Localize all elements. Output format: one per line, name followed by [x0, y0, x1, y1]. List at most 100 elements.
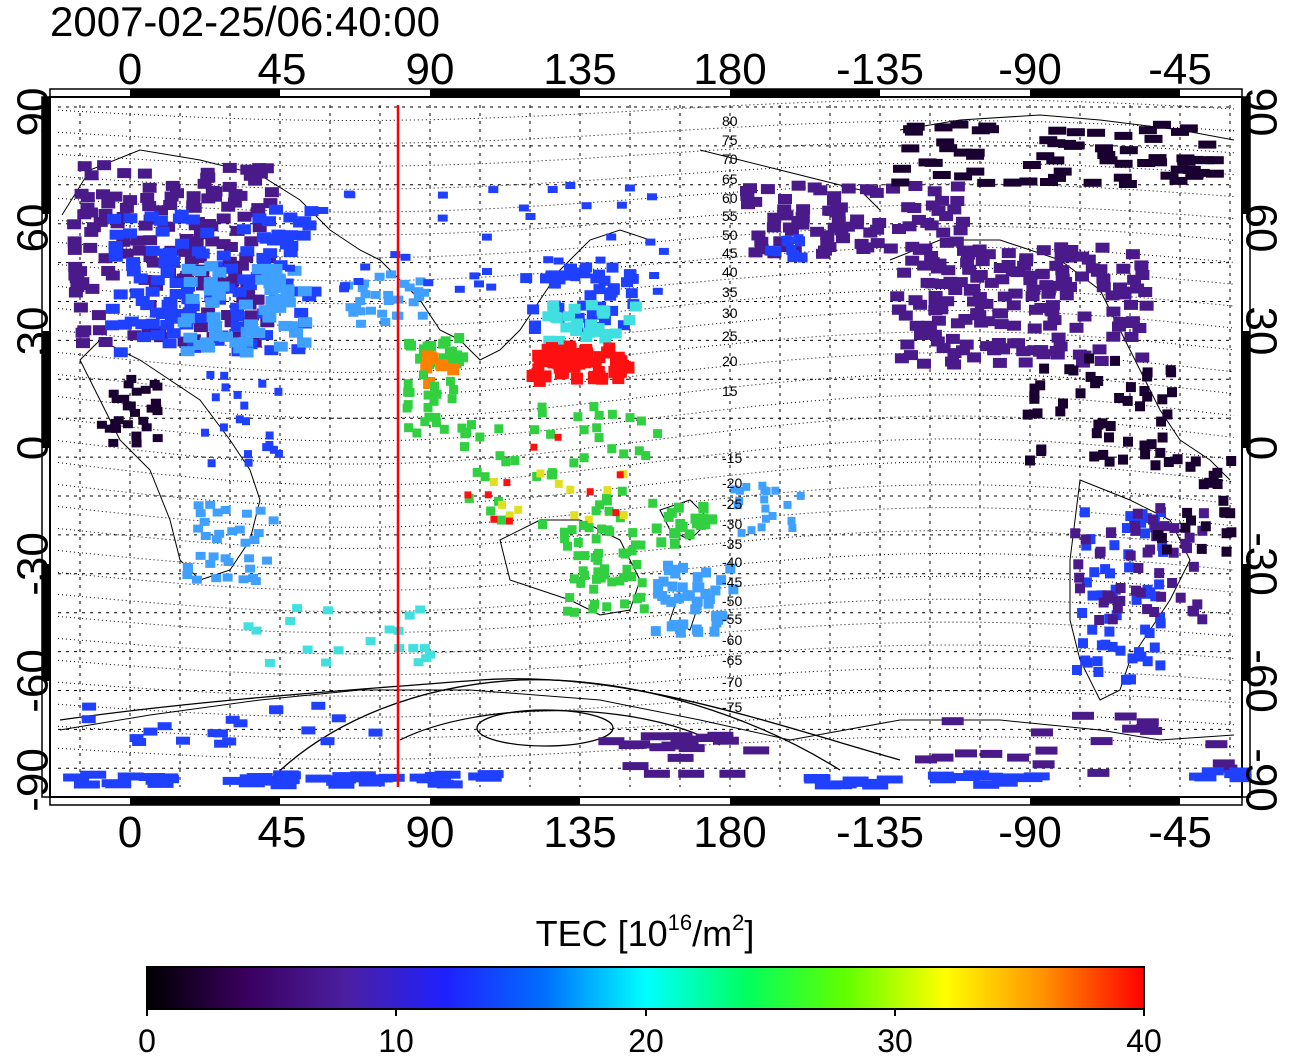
tec-cell: [216, 239, 231, 250]
tec-cell: [567, 263, 577, 271]
tec-cell: [1131, 585, 1141, 596]
tec-cell: [950, 120, 969, 129]
tec-cell: [629, 301, 642, 312]
tec-cell: [602, 602, 612, 612]
colorbar-tick-label: 10: [378, 1023, 414, 1057]
tec-cell: [205, 500, 216, 509]
tec-cell: [92, 325, 107, 336]
tec-cell: [636, 416, 646, 426]
border-segment: [1242, 564, 1250, 681]
tec-cell: [1200, 521, 1211, 532]
tec-cell: [357, 284, 368, 293]
tec-cell: [554, 433, 562, 441]
tec-cell: [1125, 550, 1136, 561]
tec-cell: [1175, 592, 1186, 603]
tec-cell: [205, 559, 216, 568]
contour-ellipse: [476, 709, 614, 747]
tec-cell: [366, 306, 376, 315]
tec-cell: [284, 240, 299, 251]
tec-cell: [1154, 568, 1165, 579]
tec-cell: [568, 303, 581, 314]
tec-cell: [419, 370, 428, 380]
tec-cell: [1155, 618, 1166, 629]
tec-cell: [667, 753, 694, 762]
tec-cell: [408, 644, 419, 653]
tec-cell: [719, 769, 746, 778]
tec-cell: [863, 227, 878, 238]
tec-cell: [206, 370, 215, 379]
tec-cell: [1107, 614, 1118, 625]
tec-cell: [404, 338, 415, 349]
tec-cell: [484, 491, 492, 499]
tec-cell: [202, 219, 216, 229]
tec-cell: [765, 245, 776, 256]
tec-cell: [1054, 242, 1069, 253]
contour-line: [57, 644, 1235, 676]
tec-cell: [616, 471, 624, 479]
tec-cell: [934, 123, 953, 132]
tec-cell: [111, 395, 122, 403]
tec-cell: [692, 572, 703, 583]
tec-cell: [773, 236, 788, 247]
tec-cell: [77, 209, 92, 220]
tec-cell: [616, 201, 627, 209]
coastline: [699, 149, 881, 211]
tec-cell: [1089, 567, 1100, 578]
tec-cell: [269, 706, 284, 715]
tec-cell: [1184, 532, 1195, 543]
tec-cell: [984, 277, 999, 288]
tec-cell: [592, 323, 605, 333]
tec-cell: [901, 144, 920, 153]
tec-cell: [606, 305, 619, 316]
tec-cell: [1144, 134, 1163, 143]
tec-cell: [1198, 140, 1217, 149]
tec-cell: [1109, 540, 1120, 551]
tec-cell: [658, 576, 669, 587]
tec-cell: [223, 558, 234, 566]
tec-cell: [595, 256, 606, 264]
tec-cell: [1039, 363, 1050, 374]
tec-cell: [1076, 357, 1090, 368]
longitude-tick-label: 135: [543, 45, 616, 94]
tec-cell: [267, 235, 281, 246]
tec-cell: [1080, 534, 1091, 545]
tec-cell: [666, 621, 677, 632]
tec-cell: [105, 320, 120, 331]
tec-cell: [454, 285, 465, 293]
tec-cell: [804, 774, 831, 783]
tec-cell: [936, 138, 955, 147]
contour-label: 55: [722, 208, 738, 224]
tec-cell: [1106, 306, 1121, 317]
tec-cell: [604, 506, 614, 516]
tec-cell: [498, 500, 507, 509]
tec-cell: [109, 229, 124, 240]
tec-cell: [383, 290, 394, 299]
tec-cell: [1169, 523, 1180, 534]
tec-cell: [1135, 401, 1145, 412]
tec-cell: [420, 417, 430, 427]
tec-cell: [413, 658, 424, 667]
tec-cell: [928, 291, 943, 301]
tec-cell: [214, 529, 225, 538]
tec-cell: [1077, 608, 1088, 618]
tec-cell: [870, 238, 885, 249]
tec-cell: [1110, 355, 1120, 366]
tec-cell: [258, 379, 267, 388]
tec-cell: [607, 284, 620, 295]
tec-cell: [625, 413, 635, 423]
tec-cell: [260, 263, 275, 274]
tec-cell: [345, 303, 356, 312]
tec-cell: [431, 418, 441, 427]
tec-cell: [206, 312, 221, 323]
border-segment: [130, 89, 280, 97]
tec-cell: [1105, 290, 1120, 301]
tec-cell: [108, 389, 119, 398]
tec-cell: [667, 581, 678, 592]
contour-label: -25: [722, 496, 742, 512]
tec-cell: [917, 260, 932, 271]
longitude-tick-label: 90: [406, 808, 455, 857]
tec-cell: [1137, 159, 1156, 167]
tec-cell: [1150, 591, 1161, 602]
tec-cell: [1100, 639, 1111, 650]
tec-cell: [283, 230, 298, 241]
